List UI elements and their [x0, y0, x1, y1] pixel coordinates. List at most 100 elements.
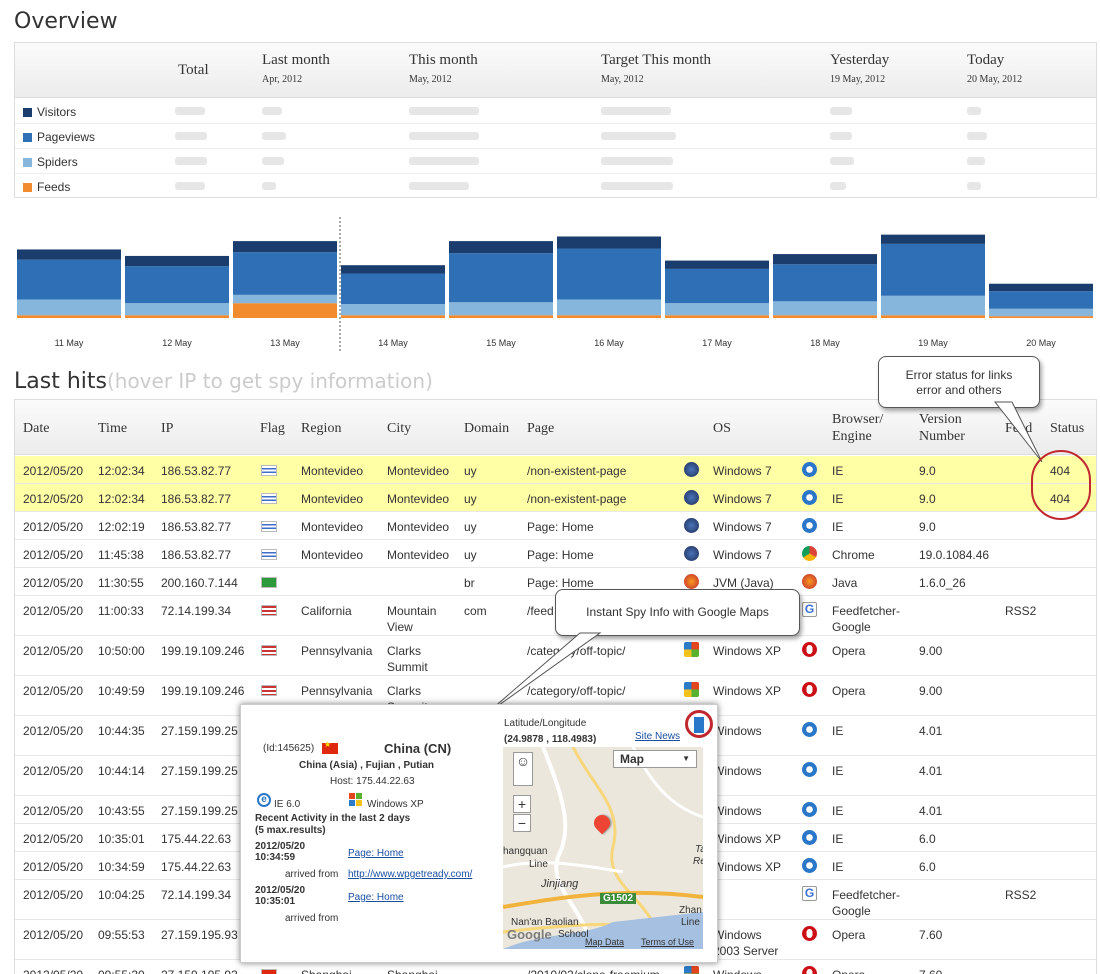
cell-date: 2012/05/20 — [23, 724, 84, 738]
cell-ip[interactable]: 27.159.199.25 — [161, 764, 238, 778]
x-tick-label: 20 May — [1026, 338, 1056, 348]
cell-ip[interactable]: 175.44.22.63 — [161, 832, 232, 846]
cell-os[interactable]: Windows — [713, 967, 762, 974]
th-status: Status — [1050, 421, 1085, 436]
cell-page[interactable]: /feed — [527, 604, 554, 618]
cell-browser[interactable]: IE — [832, 832, 844, 846]
cell-browser[interactable]: Java — [832, 576, 858, 590]
cell-browser[interactable]: Opera — [832, 967, 865, 974]
cell-browser[interactable]: IE — [832, 860, 844, 874]
cell-os[interactable]: Windows 7 — [713, 464, 772, 478]
building-icon[interactable] — [685, 710, 713, 738]
cell-ip[interactable]: 200.160.7.144 — [161, 576, 238, 590]
cell-browser[interactable]: IE — [832, 492, 844, 506]
terms-link[interactable]: Terms of Use — [641, 937, 695, 947]
bar-pageviews — [665, 268, 769, 304]
cell-ip[interactable]: 186.53.82.77 — [161, 464, 232, 478]
activity-page-link[interactable]: Page: Home — [348, 848, 404, 859]
map-label: Re — [693, 856, 703, 867]
cell-page[interactable]: /category/off-topic/ — [527, 644, 626, 658]
cell-browser[interactable]: IE — [832, 520, 844, 534]
cell-page[interactable]: Page: Home — [527, 548, 594, 562]
cell-browser[interactable]: Feedfetcher- Google — [832, 604, 901, 634]
cell-ip[interactable]: 72.14.199.34 — [161, 888, 232, 902]
cell-ip[interactable]: 27.159.195.93 — [161, 967, 238, 974]
cell-os[interactable]: Windows XP — [713, 644, 782, 658]
cell-browser[interactable]: Opera — [832, 928, 866, 942]
cell-ip[interactable]: 27.159.195.93 — [161, 928, 238, 942]
cell-ip[interactable]: 27.159.199.25 — [161, 804, 238, 818]
cell-browser[interactable]: Opera — [832, 644, 866, 658]
cell-date: 2012/05/20 — [23, 604, 84, 618]
bar-visitors — [233, 241, 337, 253]
cell-ip[interactable]: 199.19.109.246 — [161, 684, 245, 698]
th-browser: Browser/ Engine — [832, 412, 884, 444]
bar-spiders — [125, 303, 229, 316]
activity-time: 10:35:01 — [255, 896, 296, 907]
cell-page[interactable]: /category/off-topic/ — [527, 684, 626, 698]
col-title: Today — [967, 52, 1005, 68]
cell-os[interactable]: Windows — [713, 724, 762, 738]
cell-version: 9.0 — [919, 492, 936, 506]
cell-ip[interactable]: 175.44.22.63 — [161, 860, 232, 874]
cell-ip[interactable]: 27.159.199.25 — [161, 724, 238, 738]
error-callout-pointer — [993, 401, 1043, 463]
feedfetcher-browser-icon: G — [802, 886, 817, 901]
activity-page-link[interactable]: Page: Home — [348, 892, 404, 903]
cell-os[interactable]: Windows — [713, 804, 762, 818]
map-roads — [503, 747, 703, 949]
cell-page[interactable]: /non-existent-page — [527, 464, 627, 478]
activity-date: 2012/05/20 — [255, 841, 306, 852]
cell-page[interactable]: Page: Home — [527, 520, 594, 534]
blurred-value — [601, 157, 673, 165]
cell-browser[interactable]: IE — [832, 804, 844, 818]
ie-browser-icon — [802, 802, 817, 817]
zoom-in-icon[interactable]: + — [513, 795, 531, 813]
flag-cn-icon: ★ — [322, 740, 338, 754]
cell-ip[interactable]: 199.19.109.246 — [161, 644, 245, 658]
bar-visitors — [773, 254, 877, 265]
map-type-select[interactable]: Map ▼ — [613, 750, 697, 768]
blurred-value — [262, 157, 284, 165]
cell-browser[interactable]: IE — [832, 764, 844, 778]
cell-browser[interactable]: IE — [832, 724, 844, 738]
col-sub: 19 May, 2012 — [830, 74, 886, 85]
cell-os[interactable]: Windows 2003 Server — [713, 928, 779, 958]
cell-os[interactable]: Windows 7 — [713, 520, 772, 534]
x-tick-label: 16 May — [594, 338, 624, 348]
activity-referrer-link[interactable]: http://www.wpgetready.com/ — [348, 869, 473, 880]
pegman-icon[interactable]: ☺ — [513, 752, 533, 786]
th-os: OS — [713, 421, 731, 436]
cell-browser[interactable]: Opera — [832, 684, 866, 698]
cell-os[interactable]: Windows — [713, 764, 762, 778]
map-data-link[interactable]: Map Data — [585, 937, 625, 947]
blurred-value — [262, 107, 282, 115]
zoom-out-icon[interactable]: − — [513, 814, 531, 832]
cell-ip[interactable]: 186.53.82.77 — [161, 492, 232, 506]
ie-icon: e — [257, 793, 271, 807]
blurred-value — [175, 182, 205, 190]
cell-page[interactable]: /non-existent-page — [527, 492, 627, 506]
cell-ip[interactable]: 186.53.82.77 — [161, 548, 232, 562]
google-map[interactable]: Map ▼ ☺ + − hangquan Line Jinjiang G1502 … — [503, 747, 703, 949]
cell-os[interactable]: Windows XP — [713, 832, 782, 846]
windows-os-icon — [684, 462, 699, 477]
cell-domain: com — [464, 604, 487, 618]
cell-os[interactable]: Windows 7 — [713, 548, 772, 562]
cell-browser[interactable]: IE — [832, 464, 844, 478]
cell-browser[interactable]: Feedfetcher- Google — [832, 888, 901, 918]
cell-ip[interactable]: 186.53.82.77 — [161, 520, 232, 534]
blurred-value — [409, 132, 479, 140]
cell-os[interactable]: Windows XP — [713, 684, 782, 698]
cell-os[interactable]: JVM (Java) — [713, 576, 774, 590]
cell-date: 2012/05/20 — [23, 464, 84, 478]
cell-browser[interactable]: Chrome — [832, 548, 875, 562]
cell-time: 10:50:00 — [98, 644, 145, 658]
cell-page[interactable]: Page: Home — [527, 576, 594, 590]
cell-os[interactable]: Windows 7 — [713, 492, 772, 506]
cell-os[interactable]: Windows XP — [713, 860, 782, 874]
site-news-link[interactable]: Site News — [635, 731, 681, 742]
cell-ip[interactable]: 72.14.199.34 — [161, 604, 232, 618]
last-hits-subtitle: (hover IP to get spy information) — [106, 369, 433, 393]
